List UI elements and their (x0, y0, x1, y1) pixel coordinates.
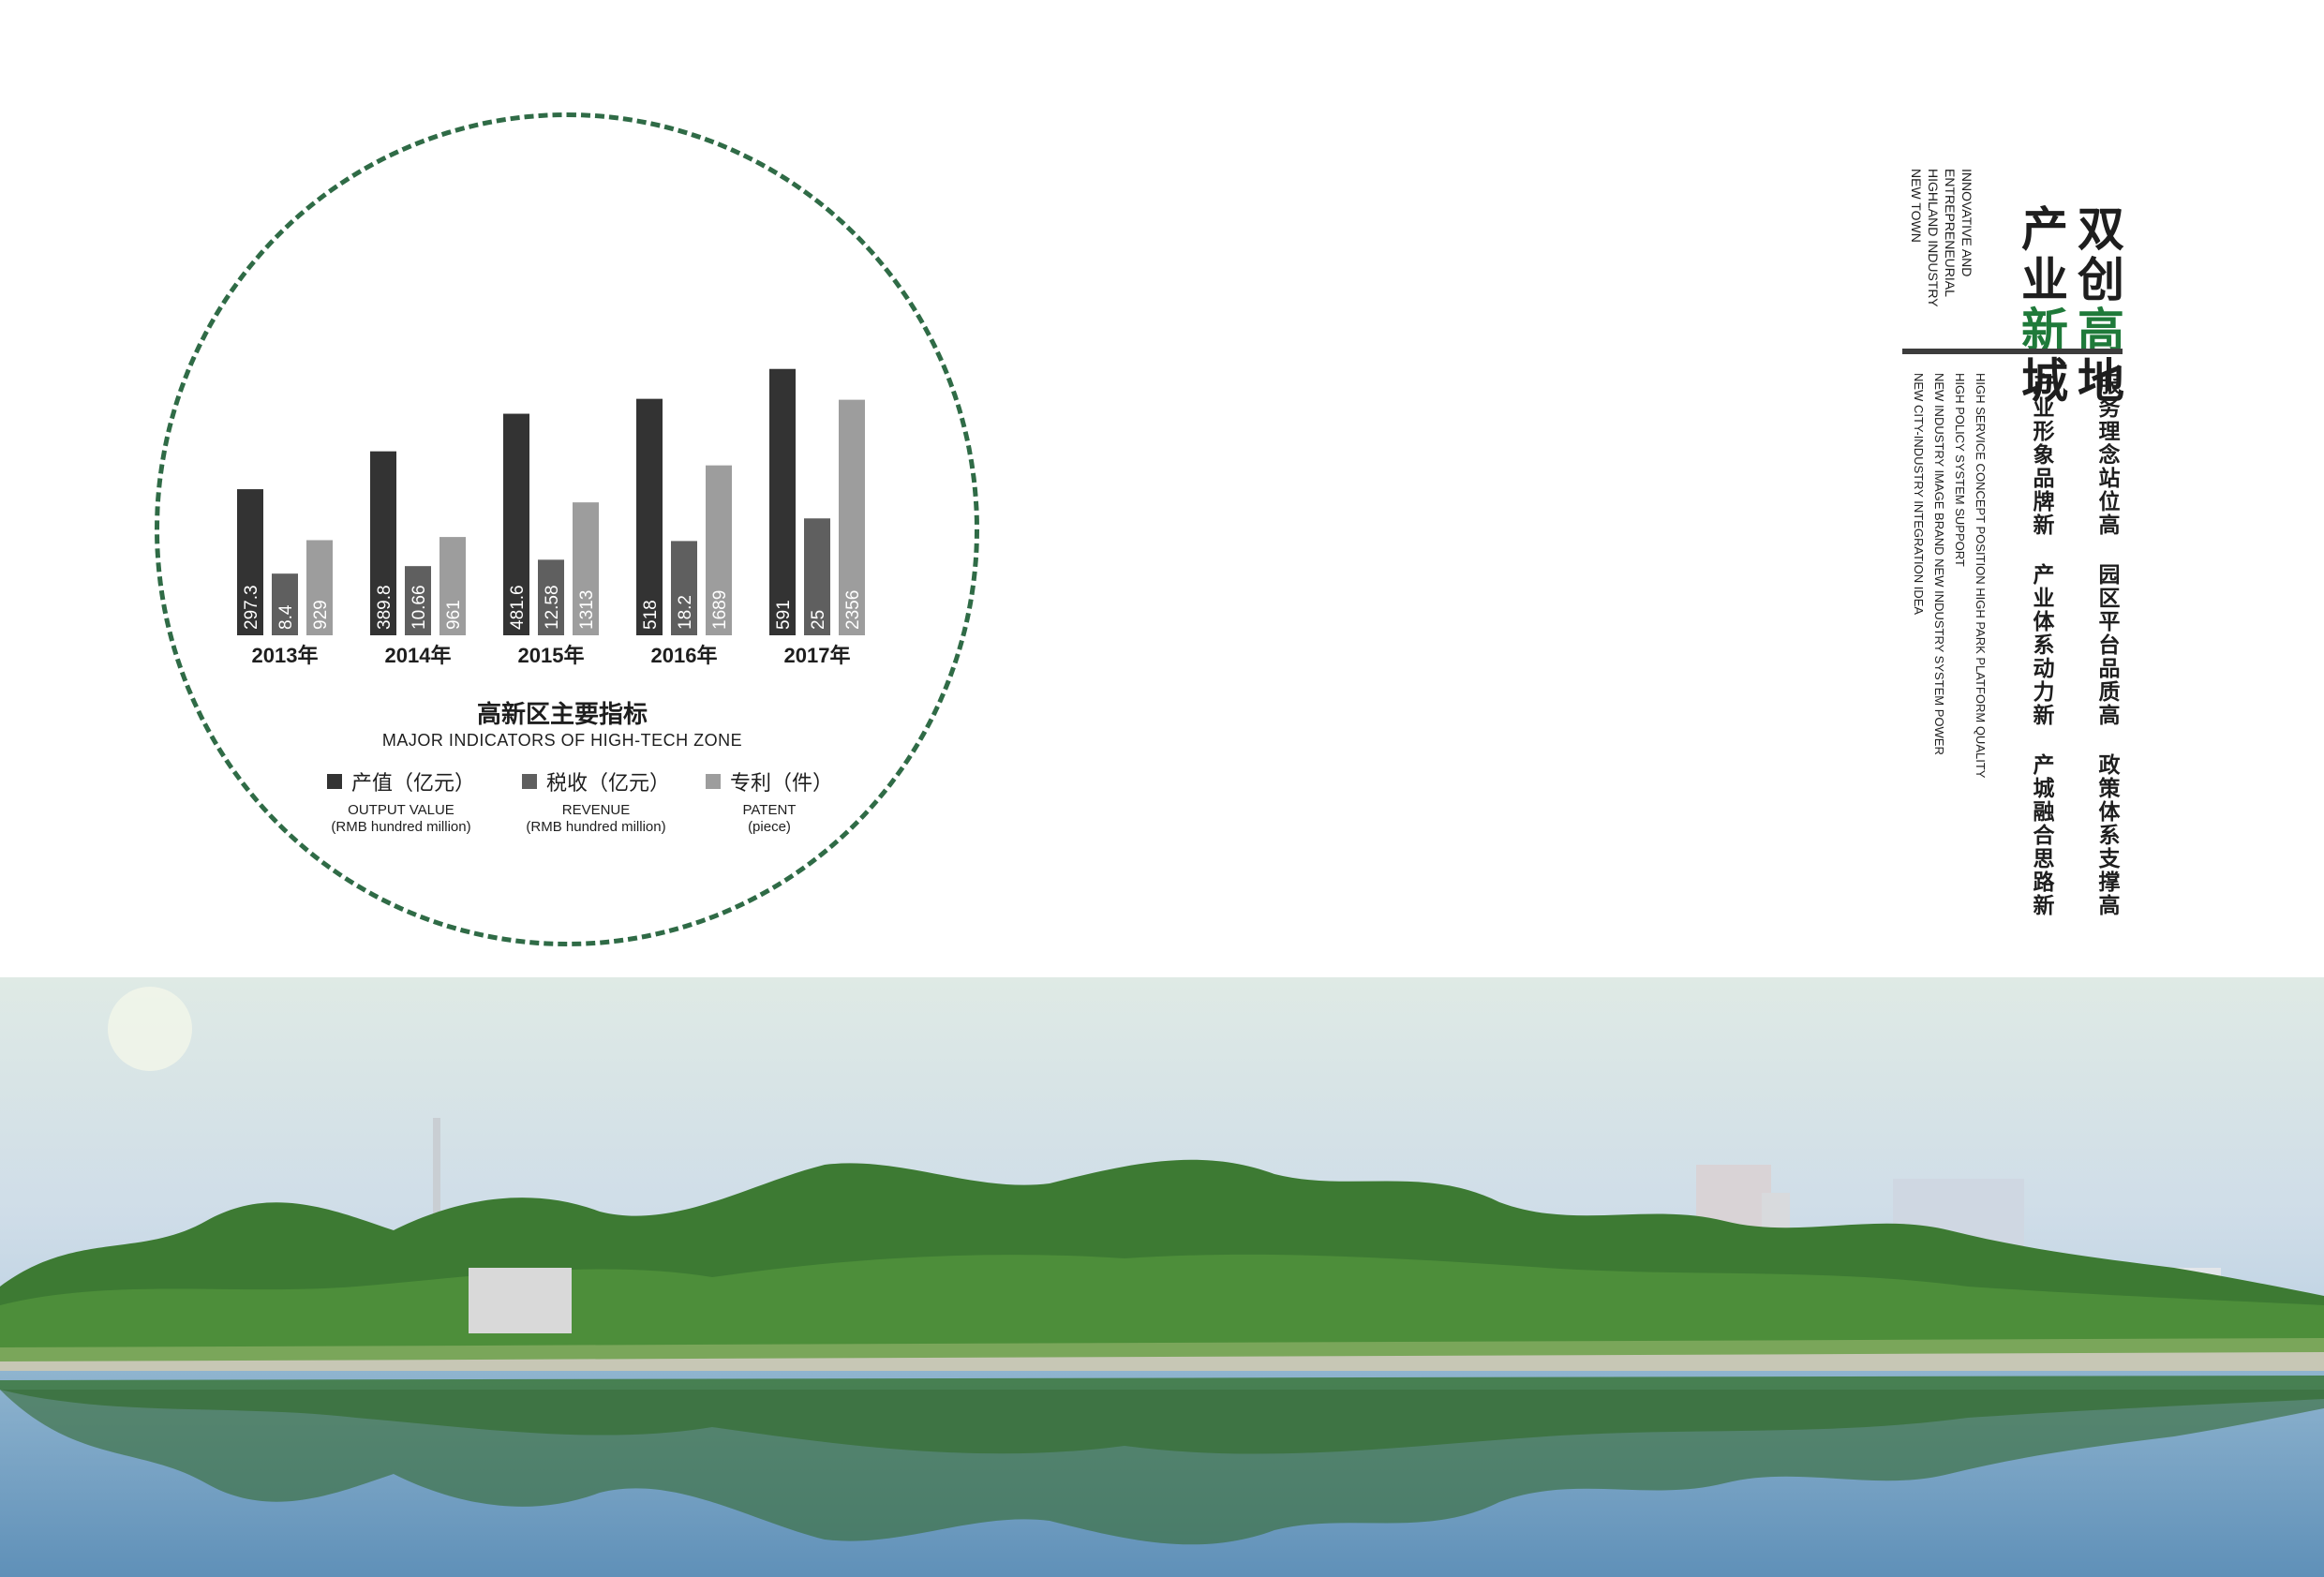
legend-revenue: 税收（亿元） REVENUE (RMB hundred million) (488, 766, 704, 836)
heading-col-2-text-char-1: 业 (2014, 255, 2069, 305)
data-label-1-4: 25 (809, 610, 828, 630)
bar-1-0 (272, 573, 298, 635)
legend-output-value: 产值（亿元） OUTPUT VALUE (RMB hundred million… (293, 766, 509, 836)
x-tick-label-2: 2015年 (518, 644, 585, 667)
legend-swatch-patent (705, 774, 721, 789)
heading-col-1-text-char-2: 高 (2070, 305, 2125, 356)
bar-2-3 (706, 465, 732, 635)
bar-2-0 (306, 540, 333, 635)
heading-col-2: 产业新城 (2014, 204, 2069, 407)
bar-1-4 (804, 518, 830, 635)
bar-0-0 (237, 489, 263, 635)
data-label-2-3: 1689 (710, 590, 730, 630)
heading-divider (1902, 349, 2123, 354)
bar-0-4 (769, 368, 796, 635)
legend-en-patent: PATENT (piece) (742, 802, 797, 835)
x-tick-label-3: 2016年 (651, 644, 718, 667)
heading-col-2-text-char-2: 新 (2014, 305, 2069, 356)
data-label-0-4: 591 (774, 600, 794, 630)
bar-2-1 (439, 537, 466, 635)
heading-col-1-text-char-0: 双 (2070, 204, 2125, 255)
data-label-1-0: 8.4 (276, 604, 296, 630)
data-label-2-0: 929 (311, 600, 331, 630)
heading-col-1-text: 双创高地 (2070, 204, 2125, 407)
heading-en: INNOVATIVE AND ENTREPRENEURIAL HIGHLAND … (1909, 169, 1974, 307)
bar-1-3 (671, 541, 697, 635)
slogan-col-2: 产业形象品牌新 产业体系动力新 产城融合思路新 (2030, 373, 2054, 917)
data-label-2-2: 1313 (577, 590, 597, 630)
data-label-0-3: 518 (641, 600, 661, 630)
data-label-2-1: 961 (444, 600, 464, 630)
data-label-0-1: 389.8 (375, 585, 395, 630)
legend-swatch-revenue (521, 774, 537, 789)
legend-label-output: 产值（亿元） (350, 771, 475, 795)
legend-en-revenue: REVENUE (RMB hundred million) (526, 802, 666, 835)
heading-col-1: 双创高地 (2070, 204, 2125, 407)
legend-swatch-output (326, 774, 342, 789)
heading-col-1-text-char-3: 地 (2070, 356, 2125, 407)
bar-0-2 (503, 413, 529, 635)
data-label-2-4: 2356 (843, 590, 863, 630)
bar-2-2 (573, 502, 599, 635)
legend-en-output: OUTPUT VALUE (RMB hundred million) (331, 802, 471, 835)
data-label-1-2: 12.58 (543, 585, 562, 630)
chart-dashed-circle (155, 112, 979, 946)
x-tick-label-1: 2014年 (385, 644, 452, 667)
data-label-0-0: 297.3 (242, 585, 261, 630)
bar-0-3 (636, 398, 663, 635)
x-tick-label-4: 2017年 (784, 644, 851, 667)
legend-label-patent: 专利（件） (729, 771, 833, 795)
legend-patent: 专利（件） PATENT (piece) (662, 766, 877, 836)
slogan-en: HIGH SERVICE CONCEPT POSITION HIGH PARK … (1912, 373, 1988, 779)
legend-label-revenue: 税收（亿元） (545, 771, 670, 795)
slogan-col-1: 服务理念站位高 园区平台品质高 政策体系支撑高 (2095, 373, 2120, 917)
data-label-1-1: 10.66 (410, 585, 429, 630)
lake-park-panorama-photo (0, 977, 2324, 1577)
bar-2-4 (839, 399, 865, 635)
x-tick-label-0: 2013年 (252, 644, 319, 667)
chart-subtitle: MAJOR INDICATORS OF HIGH-TECH ZONE (381, 731, 743, 750)
heading-col-2-text-char-3: 城 (2014, 356, 2069, 407)
heading-col-2-text: 产业新城 (2014, 204, 2069, 407)
data-label-0-2: 481.6 (508, 585, 528, 630)
heading-col-2-text-char-0: 产 (2014, 204, 2069, 255)
data-label-1-3: 18.2 (676, 595, 695, 630)
bar-1-2 (538, 559, 564, 635)
chart-title: 高新区主要指标 (476, 700, 648, 728)
bar-0-1 (370, 451, 396, 635)
bar-1-1 (405, 566, 431, 635)
bar-chart: 297.3 8.4 929 2013年 389.8 10.66 961 2014年 481.6 1… (237, 368, 865, 667)
heading-col-1-text-char-1: 创 (2070, 255, 2125, 305)
